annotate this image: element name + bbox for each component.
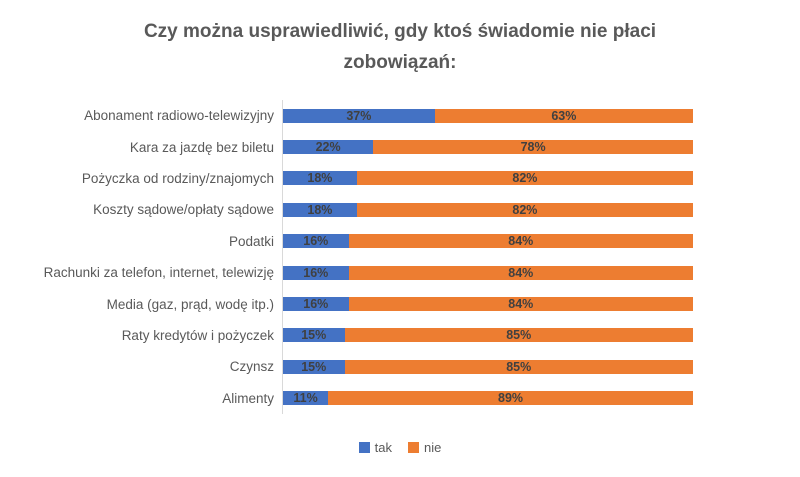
data-label: 15% <box>301 328 327 343</box>
bar-segment-tak: 15% <box>283 328 345 343</box>
stacked-bar: 37% 63% <box>283 108 693 123</box>
category-label: Czynsz <box>229 359 274 375</box>
stacked-bar: 18% 82% <box>283 171 693 186</box>
bar-segment-tak: 15% <box>283 359 345 374</box>
data-label: 15% <box>301 359 327 374</box>
stacked-bar: 18% 82% <box>283 202 693 217</box>
stacked-bar: 15% 85% <box>283 359 693 374</box>
category-label: Koszty sądowe/opłaty sądowe <box>93 202 274 218</box>
data-label: 22% <box>315 140 341 155</box>
bar-row: 18% 82% <box>283 163 693 194</box>
bar-segment-nie: 84% <box>348 297 693 312</box>
category-label: Podatki <box>228 233 274 249</box>
data-label: 82% <box>512 171 538 186</box>
data-label: 16% <box>303 297 329 312</box>
bar-segment-tak: 16% <box>283 234 349 249</box>
bar-segment-nie: 84% <box>348 234 693 249</box>
bar-row: 16% 84% <box>283 288 693 319</box>
bar-segment-nie: 85% <box>344 328 693 343</box>
legend-swatch-tak <box>358 441 370 453</box>
bar-segment-nie: 85% <box>344 359 693 374</box>
chart-title: Czy można usprawiedliwić, gdy ktoś świad… <box>143 21 657 73</box>
data-label: 82% <box>512 202 538 217</box>
data-label: 16% <box>303 265 329 280</box>
legend-item-tak: tak <box>358 439 392 455</box>
legend-swatch-nie <box>407 441 419 453</box>
data-label: 78% <box>520 140 546 155</box>
category-label: Alimenty <box>222 390 274 406</box>
legend-item-nie: nie <box>407 439 442 455</box>
data-label: 84% <box>508 234 534 249</box>
bar-segment-nie: 63% <box>434 108 693 123</box>
data-label: 37% <box>346 108 372 123</box>
data-label: 63% <box>551 108 577 123</box>
bar-segment-tak: 18% <box>283 171 357 186</box>
bar-row: 15% 85% <box>283 351 693 382</box>
bar-row: 18% 82% <box>283 194 693 225</box>
bar-row: 37% 63% <box>283 100 693 131</box>
data-label: 11% <box>293 391 318 406</box>
bar-row: 11% 89% <box>283 383 693 414</box>
legend-label: nie <box>423 439 442 455</box>
chart-legend: tak nie <box>0 440 800 455</box>
bar-segment-tak: 11% <box>283 391 329 406</box>
stacked-bar: 16% 84% <box>283 265 693 280</box>
bar-segment-tak: 22% <box>283 140 374 155</box>
bar-row: 16% 84% <box>283 226 693 257</box>
category-axis: Abonament radiowo-telewizyjny Kara za jaz… <box>0 100 282 414</box>
data-label: 84% <box>508 297 534 312</box>
stacked-bar-chart: Abonament radiowo-telewizyjny Kara za jaz… <box>0 100 800 414</box>
chart-canvas: Czy można usprawiedliwić, gdy ktoś świad… <box>0 16 800 477</box>
category-label: Abonament radiowo-telewizyjny <box>84 108 274 124</box>
bar-segment-tak: 16% <box>283 297 349 312</box>
bar-segment-nie: 82% <box>356 171 693 186</box>
bar-row: 16% 84% <box>283 257 693 288</box>
bar-segment-tak: 37% <box>283 108 435 123</box>
category-label: Media (gaz, prąd, wodę itp.) <box>106 296 274 312</box>
data-label: 84% <box>508 265 534 280</box>
stacked-bar: 15% 85% <box>283 328 693 343</box>
category-label: Kara za jazdę bez biletu <box>129 139 274 155</box>
category-label: Pożyczka od rodziny/znajomych <box>81 170 274 186</box>
bar-row: 22% 78% <box>283 131 693 162</box>
data-label: 16% <box>303 234 329 249</box>
stacked-bar: 22% 78% <box>283 140 693 155</box>
bar-segment-nie: 89% <box>328 391 693 406</box>
bar-segment-nie: 78% <box>373 140 693 155</box>
stacked-bar: 16% 84% <box>283 234 693 249</box>
data-label: 89% <box>498 391 524 406</box>
bar-segment-nie: 82% <box>356 202 693 217</box>
category-label: Raty kredytów i pożyczek <box>121 327 274 343</box>
data-label: 85% <box>506 328 532 343</box>
bar-segment-nie: 84% <box>348 265 693 280</box>
stacked-bar: 11% 89% <box>283 391 693 406</box>
bar-segment-tak: 18% <box>283 202 357 217</box>
stacked-bar: 16% 84% <box>283 297 693 312</box>
data-label: 18% <box>307 202 333 217</box>
bar-row: 15% 85% <box>283 320 693 351</box>
category-label: Rachunki za telefon, internet, telewizję <box>43 265 274 281</box>
data-label: 18% <box>307 171 333 186</box>
bar-segment-tak: 16% <box>283 265 349 280</box>
legend-label: tak <box>374 439 392 455</box>
data-label: 85% <box>506 359 532 374</box>
plot-area: 37% 63% 22% 78% 18% 82% 18% 82% 16% 84% 16% 84% 16% 8… <box>282 100 693 414</box>
